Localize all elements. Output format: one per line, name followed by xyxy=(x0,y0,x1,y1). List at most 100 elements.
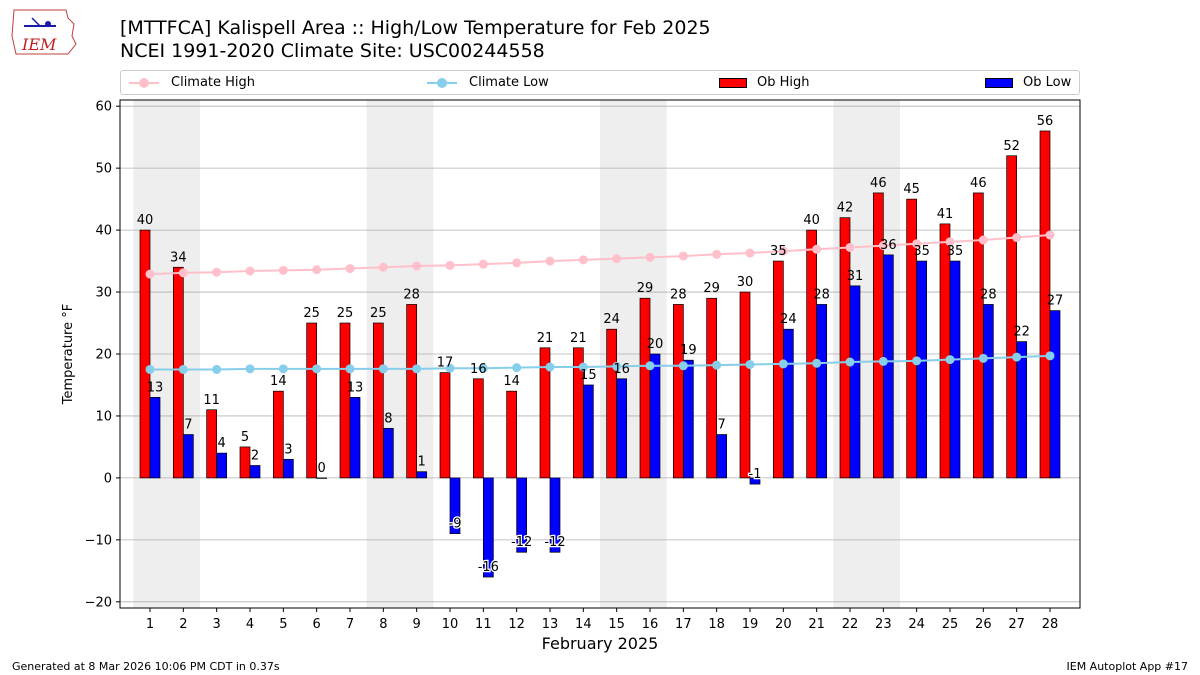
chart-title: [MTTFCA] Kalispell Area :: High/Low Temp… xyxy=(120,17,711,39)
ob-low-bar xyxy=(616,378,628,479)
ob-high-bar xyxy=(772,260,784,479)
ob-high-value-label: 34 xyxy=(170,250,187,265)
ob-high-value-label: 35 xyxy=(770,244,787,259)
ob-high-bar xyxy=(972,192,984,479)
ob-low-value-label: 16 xyxy=(613,362,630,377)
x-tick-label: 25 xyxy=(942,617,959,632)
ob-low-bar xyxy=(416,471,428,479)
climate-high-point xyxy=(712,249,722,259)
climate-high-point xyxy=(578,255,588,265)
climate-low-point xyxy=(378,364,388,374)
climate-high-point xyxy=(645,252,655,262)
ob-high-value-label: 25 xyxy=(337,306,354,321)
ob-low-value-label: 20 xyxy=(647,337,664,352)
climate-low-point xyxy=(478,363,488,373)
y-tick-label: 30 xyxy=(95,286,112,301)
ob-high-bar xyxy=(839,217,851,479)
climate-low-point xyxy=(778,359,788,369)
ob-high-bar xyxy=(239,446,251,479)
ob-low-value-label: 2 xyxy=(251,449,259,464)
climate-low-point xyxy=(145,364,155,374)
x-axis-label: February 2025 xyxy=(542,634,659,653)
ob-high-bar xyxy=(639,297,651,479)
x-tick-label: 14 xyxy=(575,617,592,632)
ob-high-bar xyxy=(472,378,484,479)
climate-high-point xyxy=(145,269,155,279)
ob-low-value-label: 8 xyxy=(384,411,392,426)
climate-high-point xyxy=(745,248,755,258)
ob-high-value-label: 25 xyxy=(370,306,387,321)
x-tick-label: 27 xyxy=(1008,617,1025,632)
ob-low-value-label: 19 xyxy=(680,343,697,358)
ob-low-value-label: 28 xyxy=(980,287,997,302)
climate-high-point xyxy=(478,259,488,269)
ob-high-value-label: 25 xyxy=(303,306,320,321)
climate-high-point xyxy=(512,258,522,268)
climate-high-point xyxy=(178,268,188,278)
legend-ob-high: Ob High xyxy=(719,71,810,94)
ob-low-bar xyxy=(716,434,728,479)
ob-low-value-label: 35 xyxy=(947,244,964,259)
x-tick-label: 15 xyxy=(608,617,625,632)
climate-high-point xyxy=(445,260,455,270)
footer-generated: Generated at 8 Mar 2026 10:06 PM CDT in … xyxy=(12,660,280,673)
y-tick-label: 20 xyxy=(95,348,112,363)
ob-low-bar xyxy=(582,384,594,479)
y-tick-label: 50 xyxy=(95,162,112,177)
ob-low-bar xyxy=(816,304,828,479)
climate-low-point xyxy=(178,364,188,374)
ob-low-bar xyxy=(316,477,328,479)
ob-high-value-label: 42 xyxy=(837,201,854,216)
ob-high-bar xyxy=(272,390,284,479)
ob-high-value-label: 30 xyxy=(737,275,754,290)
climate-high-point xyxy=(1045,230,1055,240)
ob-low-bar xyxy=(282,458,294,479)
climate-low-point xyxy=(1012,352,1022,362)
ob-low-value-label: 0 xyxy=(318,461,326,476)
climate-high-point xyxy=(612,254,622,264)
climate-low-point xyxy=(212,364,222,374)
climate-low-point xyxy=(512,363,522,373)
climate-high-point xyxy=(778,246,788,256)
ob-high-bar xyxy=(206,409,218,479)
climate-low-point xyxy=(1045,351,1055,361)
climate-high-point xyxy=(345,264,355,274)
ob-low-bar xyxy=(1016,341,1028,479)
ob-high-bar xyxy=(339,322,351,479)
x-tick-label: 16 xyxy=(642,617,659,632)
ob-high-bar xyxy=(306,322,318,479)
ob-low-value-label: 13 xyxy=(147,380,164,395)
climate-low-point xyxy=(245,364,255,374)
y-tick-label: −20 xyxy=(85,595,112,610)
ob-high-bar xyxy=(606,328,618,479)
climate-low-point xyxy=(745,360,755,370)
logo-text: IEM xyxy=(21,35,57,54)
climate-high-point xyxy=(212,267,222,277)
x-tick-label: 11 xyxy=(475,617,492,632)
climate-high-swatch xyxy=(129,77,159,88)
climate-high-point xyxy=(1012,233,1022,243)
x-tick-label: 28 xyxy=(1042,617,1059,632)
ob-high-value-label: 14 xyxy=(503,374,520,389)
ob-high-bar xyxy=(1006,155,1018,479)
y-tick-label: −10 xyxy=(85,533,112,548)
ob-low-value-label: 24 xyxy=(780,312,797,327)
y-tick-label: 10 xyxy=(95,409,112,424)
ob-low-bar xyxy=(516,477,528,553)
ob-low-bar xyxy=(1049,310,1061,479)
climate-low-point xyxy=(612,361,622,371)
climate-low-point xyxy=(645,361,655,371)
legend-climate-high-label: Climate High xyxy=(171,75,256,90)
y-tick-label: 60 xyxy=(95,100,112,115)
ob-low-value-label: 27 xyxy=(1047,294,1064,309)
ob-low-bar xyxy=(382,427,394,479)
ob-low-bar xyxy=(149,397,161,479)
ob-low-bar xyxy=(649,353,661,479)
climate-high-point xyxy=(545,256,555,266)
x-tick-label: 7 xyxy=(346,617,354,632)
ob-low-value-label: 28 xyxy=(813,287,830,302)
ob-low-bar xyxy=(482,477,494,578)
ob-low-value-label: -1 xyxy=(749,467,762,482)
ob-low-value-label: -12 xyxy=(511,535,532,550)
ob-low-value-label: 3 xyxy=(284,442,292,457)
